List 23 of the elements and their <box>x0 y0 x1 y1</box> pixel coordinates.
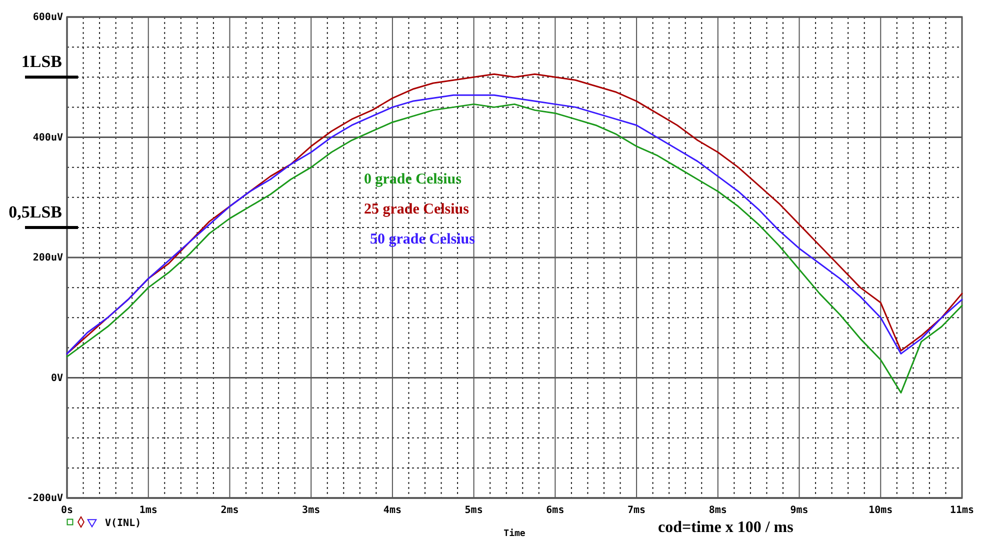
line-series <box>66 103 963 394</box>
x-tick-label: 7ms <box>628 505 646 516</box>
x-tick-label: 11ms <box>950 505 974 516</box>
y-tick-label: 0V <box>50 372 63 384</box>
text: cod=time x 100 / ms <box>658 519 794 536</box>
x-tick-label: 2ms <box>220 505 239 516</box>
y-tick-label: -200uV <box>26 493 63 504</box>
y-tick-label: 600uV <box>32 12 63 24</box>
x-tick-label: 3ms <box>302 505 320 516</box>
text: V(INL) <box>105 518 142 529</box>
x-tick-label: 6ms <box>546 505 564 516</box>
x-tick-label: 10ms <box>868 505 893 516</box>
x-tick-label: 4ms <box>383 505 402 516</box>
x-tick-label: 9ms <box>790 505 808 516</box>
x-tick-label: 8ms <box>708 505 727 516</box>
ref-line-label: 0,5LSB <box>8 202 62 222</box>
x-tick-label: 0s <box>60 505 74 516</box>
ref-line-label: 1LSB <box>21 52 62 72</box>
x-axis-title: Time <box>504 528 526 537</box>
x-tick-label: 1ms <box>139 505 158 516</box>
y-tick-label: 200uV <box>32 252 63 264</box>
y-tick-label: 400uV <box>32 132 63 144</box>
x-tick-label: 5ms <box>464 505 483 516</box>
